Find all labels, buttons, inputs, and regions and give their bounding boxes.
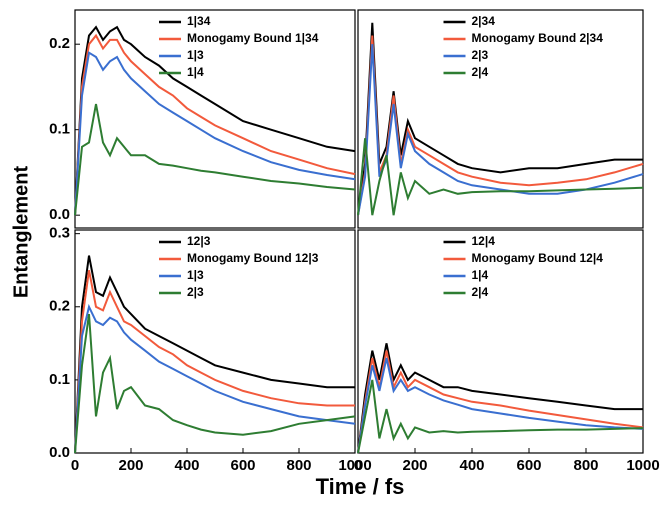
legend-label: 1|3 bbox=[187, 268, 204, 282]
plot-frame bbox=[74, 229, 356, 454]
x-tick-label: 400 bbox=[459, 457, 484, 474]
legend-label: Monogamy Bound 2|34 bbox=[472, 31, 604, 45]
series-line bbox=[74, 51, 356, 216]
series-line bbox=[357, 44, 644, 216]
x-tick-label: 0 bbox=[354, 457, 362, 474]
y-tick-label: 0.0 bbox=[49, 444, 70, 461]
series-line bbox=[357, 379, 644, 454]
series-line bbox=[74, 270, 355, 454]
series-line bbox=[74, 33, 356, 216]
legend-label: 1|34 bbox=[187, 14, 211, 28]
x-tick-label: 200 bbox=[118, 457, 143, 474]
y-tick-label: 0.2 bbox=[49, 298, 70, 315]
series-line bbox=[74, 313, 356, 454]
legend-label: 12|3 bbox=[187, 234, 211, 248]
legend-label: 2|3 bbox=[187, 285, 204, 299]
y-tick-label: 0.1 bbox=[49, 121, 70, 138]
legend-label: 1|4 bbox=[187, 65, 204, 79]
series-line bbox=[74, 303, 356, 454]
y-tick-label: 0.3 bbox=[49, 225, 70, 242]
y-tick-label: 0.0 bbox=[49, 206, 70, 223]
legend-label: 12|4 bbox=[472, 234, 496, 248]
legend-label: Monogamy Bound 12|3 bbox=[187, 251, 319, 265]
series-line bbox=[357, 343, 643, 454]
x-tick-label: 400 bbox=[174, 457, 199, 474]
series-line bbox=[74, 25, 356, 216]
series-line bbox=[357, 357, 644, 454]
x-tick-label: 1000 bbox=[338, 457, 371, 474]
y-tick-label: 0.1 bbox=[49, 371, 70, 388]
y-tick-label: 0.2 bbox=[49, 35, 70, 52]
y-axis-label: Entanglement bbox=[10, 166, 32, 299]
legend-label: Monogamy Bound 1|34 bbox=[187, 31, 319, 45]
x-tick-label: 200 bbox=[402, 457, 427, 474]
x-tick-label: 800 bbox=[286, 457, 311, 474]
legend-label: 2|3 bbox=[472, 48, 489, 62]
x-tick-label: 600 bbox=[230, 457, 255, 474]
series-line bbox=[74, 255, 355, 454]
x-tick-label: 0 bbox=[71, 457, 79, 474]
plot-frame bbox=[74, 9, 356, 229]
legend-label: Monogamy Bound 12|4 bbox=[472, 251, 604, 265]
series-line bbox=[74, 103, 356, 216]
legend-label: 2|4 bbox=[472, 65, 489, 79]
x-axis-label: Time / fs bbox=[316, 474, 405, 499]
legend-label: 2|4 bbox=[472, 285, 489, 299]
series-line bbox=[357, 138, 644, 216]
plot-frame bbox=[357, 229, 644, 454]
legend-label: 1|4 bbox=[472, 268, 489, 282]
plot-frame bbox=[357, 9, 644, 229]
x-tick-label: 800 bbox=[573, 457, 598, 474]
x-tick-label: 1000 bbox=[626, 457, 659, 474]
legend-label: 1|3 bbox=[187, 48, 204, 62]
legend-label: 2|34 bbox=[472, 14, 496, 28]
x-tick-label: 600 bbox=[516, 457, 541, 474]
